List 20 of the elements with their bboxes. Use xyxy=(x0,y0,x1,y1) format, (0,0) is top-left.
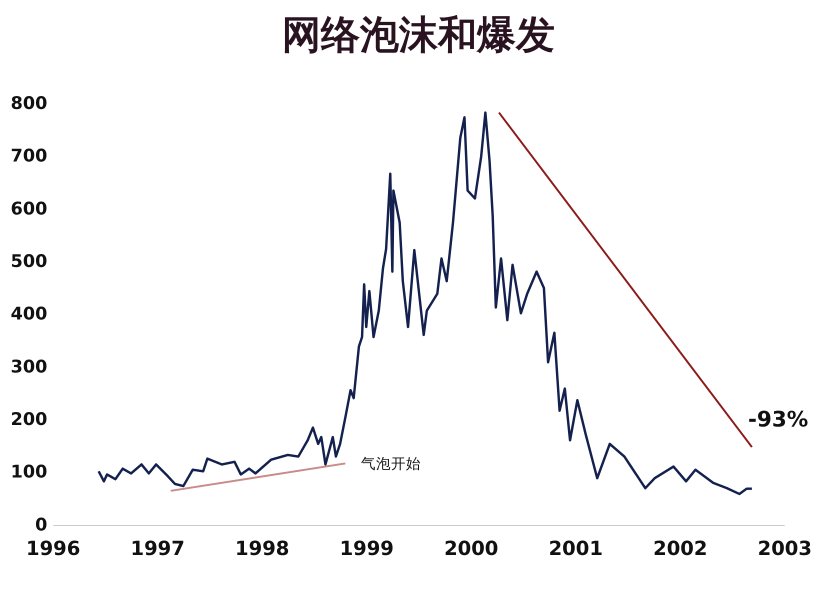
x-tick-label: 1996 xyxy=(26,536,80,560)
y-tick-label: 700 xyxy=(10,146,48,167)
x-tick-label: 1999 xyxy=(340,536,394,560)
x-tick-label: 2000 xyxy=(444,536,498,560)
x-tick-label: 1997 xyxy=(130,536,185,560)
annotation: -93% xyxy=(748,408,808,433)
x-tick-label: 2002 xyxy=(653,536,708,560)
chart-title: 网络泡沫和爆发 xyxy=(282,13,555,58)
x-tick-label: 2003 xyxy=(758,536,812,560)
x-tick-label: 2001 xyxy=(548,536,603,560)
y-tick-label: 100 xyxy=(10,462,48,483)
annotation: 气泡开始 xyxy=(360,455,421,472)
y-tick-label: 500 xyxy=(10,252,48,272)
x-tick-label: 1998 xyxy=(235,536,290,560)
y-tick-label: 400 xyxy=(10,304,48,325)
y-tick-label: 0 xyxy=(35,515,48,536)
y-tick-label: 800 xyxy=(10,94,48,114)
y-tick-label: 600 xyxy=(10,199,48,220)
y-tick-label: 300 xyxy=(10,357,48,378)
y-tick-label: 200 xyxy=(10,410,48,430)
